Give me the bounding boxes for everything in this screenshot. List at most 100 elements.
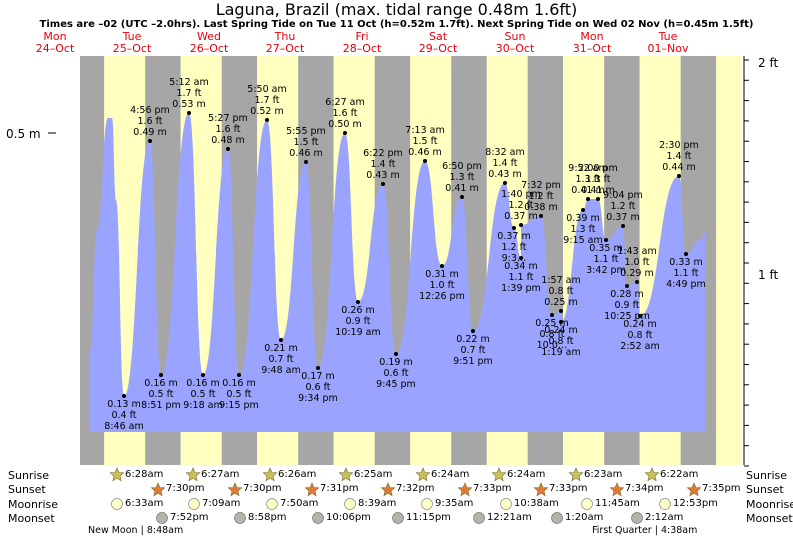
moonrise-icon [266,498,278,510]
moonset-time: 11:15pm [406,512,451,523]
extreme-label-line: 1.1 ft [508,272,534,283]
extreme-marker [559,320,563,324]
extreme-label: 0.17 m 0.6 ft 9:34 pm [288,371,348,404]
extreme-label: 4:56 pm 1.6 ft 0.49 m [120,105,180,138]
extreme-label-line: 0.5 ft [226,389,252,400]
extreme-label: 1:43 am 1.0 ft 0.29 m [607,246,667,279]
extreme-label-line: 9:15 pm [219,400,259,411]
extreme-label-line: 1.4 ft [492,158,518,169]
moonrise-icon [500,498,512,510]
sunrise-icon [415,467,431,482]
extreme-label-line: 1.4 ft [666,151,692,162]
sunset-icon [150,482,166,497]
extreme-label-line: 9:3… [501,253,527,264]
extreme-label-line: 2:00 pm [578,163,618,174]
extreme-marker [604,238,608,242]
extreme-label-line: 0.17 m [301,371,335,382]
moonset-icon [312,512,324,524]
extreme-marker [343,131,347,135]
sunset-time: 7:35pm [702,483,741,494]
extreme-label-line: 2:52 am [620,341,660,352]
extreme-label: 0.21 m 0.7 ft 9:48 am [251,343,311,376]
extreme-marker [519,256,523,260]
sunrise-time: 6:27am [201,469,240,480]
extreme-marker [625,284,629,288]
extreme-label-line: 4:56 pm [130,105,170,116]
moonrise-time: 11:45am [595,498,640,509]
moonset-row-label-left: Moonset [8,512,55,525]
extreme-label: 2:00 pm 1.3 ft 0.41 m [568,163,628,196]
moonrise-icon [344,498,356,510]
sunrise-time: 6:24am [431,469,470,480]
extreme-label-line: 0.22 m [456,334,490,345]
chart-subtitle: Times are –02 (UTC –2.0hrs). Last Spring… [39,19,754,30]
day-name: Sun [504,30,526,43]
moonset-icon [392,512,404,524]
extreme-label-line: 0.8 ft [627,330,653,341]
extreme-label-line: 1:43 am [617,246,657,257]
extreme-label-line: 0.38 m [524,202,558,213]
extreme-label-line: 0.46 m [408,147,442,158]
day-date: 25–Oct [112,42,152,55]
extreme-label-line: 0.8 ft [548,336,574,347]
sunrise-icon [644,467,660,482]
extreme-label-line: 8:32 am [485,147,525,158]
extreme-label-line: 12:26 pm [419,291,465,302]
y-left-label: 0.5 m [6,127,41,141]
extreme-marker [677,174,681,178]
extreme-marker [394,352,398,356]
extreme-label-line: 9:45 pm [376,379,416,390]
day-name: Mon [43,30,67,43]
extreme-label-line: 0.43 m [366,170,400,181]
day-date: 24–Oct [35,42,75,55]
extreme-label-line: 9:15 am [563,235,603,246]
extreme-label: 7:32 pm 1.2 ft 0.38 m [511,180,571,213]
extreme-marker [304,160,308,164]
sunrise-icon [262,467,278,482]
extreme-label: 0.13 m 0.4 ft 8:46 am [94,399,154,432]
extreme-label-line: 5:50 am [247,84,287,95]
sunrise-time: 6:23am [584,469,623,480]
day-header: Tue 25–Oct [97,31,167,55]
sunset-time: 7:30pm [166,483,205,494]
extreme-label-line: 0.28 m [610,289,644,300]
sunrise-row-label-left: Sunrise [8,469,50,482]
extreme-label-line: 1:40 pm [501,189,541,200]
extreme-label-line: 0.19 m [379,357,413,368]
extreme-label-line: 0.26 m [341,305,375,316]
y-right-label-2ft: 2 ft [758,56,779,70]
sunset-time: 7:33pm [473,483,512,494]
sunrise-time: 6:25am [354,469,393,480]
extreme-marker [684,252,688,256]
sunset-time: 7:31pm [320,483,359,494]
extreme-label-line: 1.1 ft [593,254,619,265]
chart-title: Laguna, Brazil (max. tidal range 0.48m 1… [215,0,578,19]
extreme-label: 1:57 am 0.8 ft 0.25 m [531,275,591,308]
extreme-label-line: 8:46 am [104,421,144,432]
extreme-marker [381,182,385,186]
extreme-label-line: 9:18 am [183,400,223,411]
extreme-label-line: 0.7 ft [268,354,294,365]
sunset-time: 7:34pm [625,483,664,494]
extreme-label-line: 2:30 pm [659,140,699,151]
extreme-label-line: 7:32 pm [521,180,561,191]
extreme-label: 9:52 am 1.3 ft 0.41 m [558,163,618,196]
day-name: Fri [355,30,369,43]
extreme-label-line: 5:12 am [169,77,209,88]
extreme-marker [279,338,283,342]
extreme-label: 6:50 pm 1.3 ft 0.41 m [432,161,492,194]
extreme-label: 6:27 am 1.6 ft 0.50 m [315,97,375,130]
moonrise-icon [421,498,433,510]
sunrise-time: 6:28am [125,469,164,480]
extreme-label-line: 0.49 m [133,127,167,138]
extreme-label-line: 3:42 pm [586,265,626,276]
extreme-label: 0.37 m 1.2 ft 9:3… [484,231,544,264]
extreme-marker [440,264,444,268]
moonset-icon [156,512,168,524]
extreme-label-line: 0.29 m [620,268,654,279]
extreme-label-line: 9:34 pm [298,393,338,404]
extreme-label-line: 1.2 ft [610,201,636,212]
extreme-label-line: 9:51 pm [453,356,493,367]
extreme-label-line: 0.53 m [172,99,206,110]
sunrise-icon [109,467,125,482]
